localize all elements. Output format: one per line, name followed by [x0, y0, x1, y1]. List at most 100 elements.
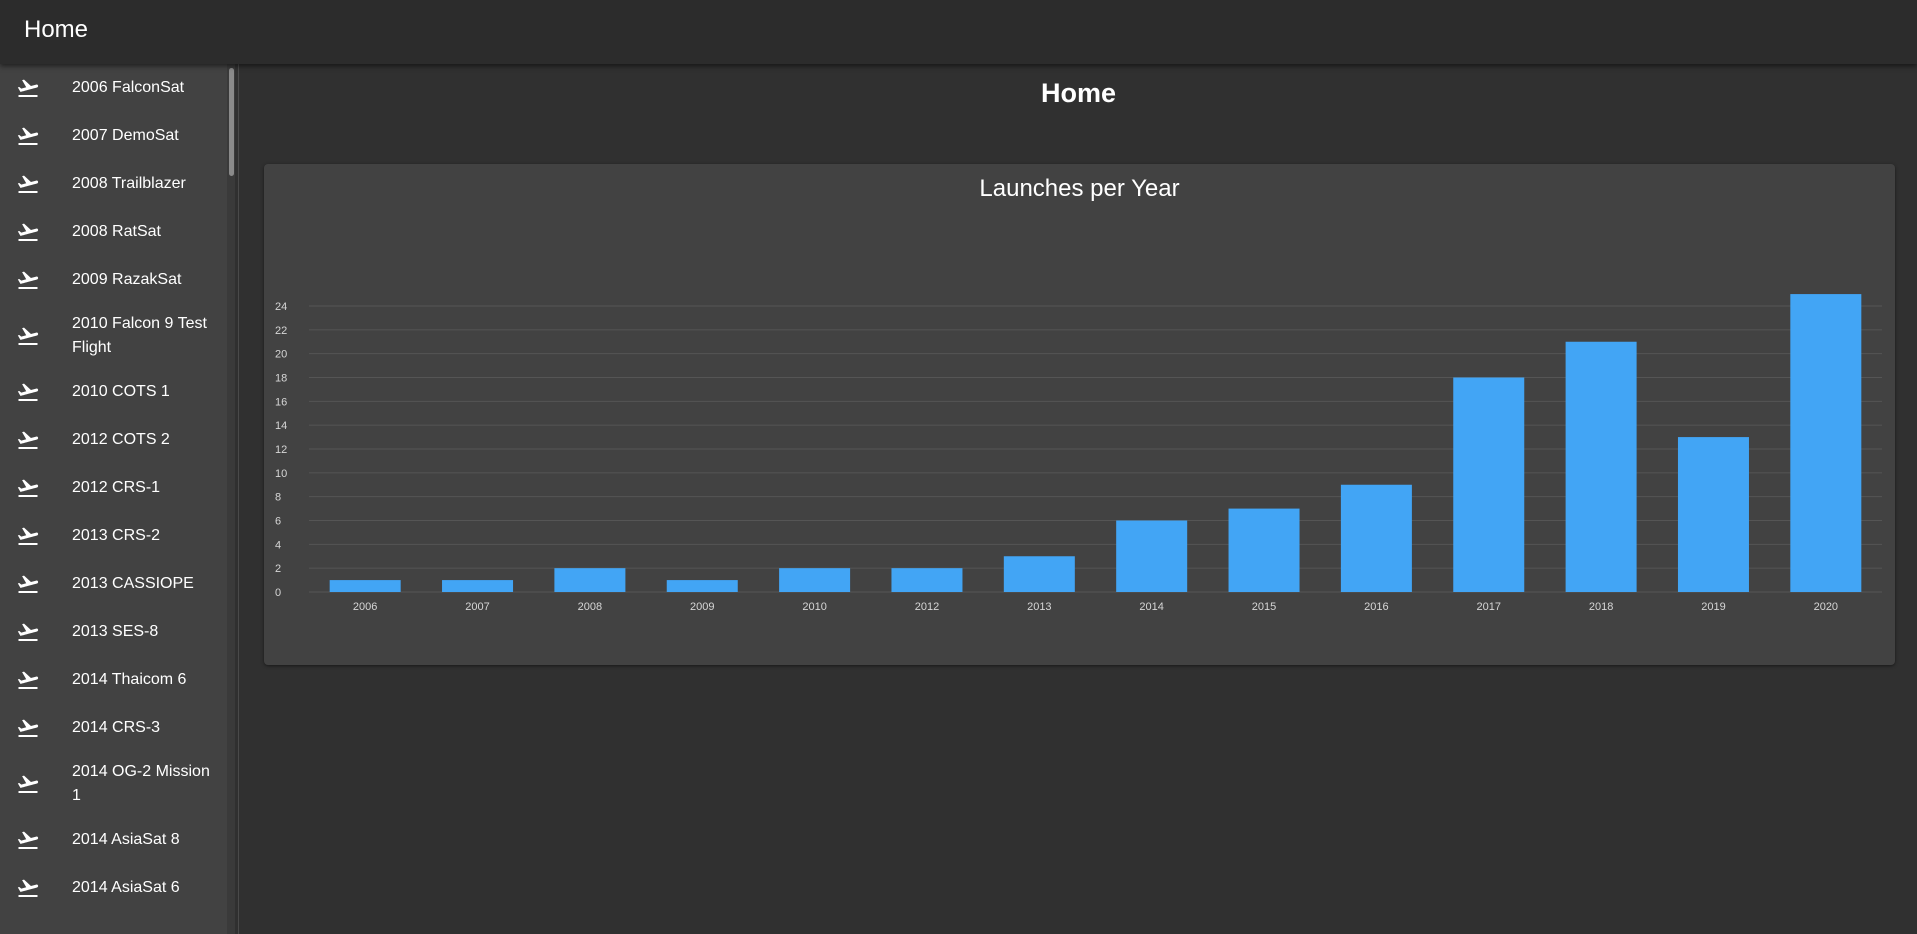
flight-takeoff-icon [16, 772, 40, 796]
y-tick-label: 12 [275, 444, 287, 456]
flight-takeoff-icon [16, 620, 40, 644]
y-tick-label: 20 [275, 349, 287, 361]
sidebar-item-label: 2008 RatSat [72, 223, 161, 240]
flight-takeoff-icon [16, 876, 40, 900]
sidebar-item-label: 2013 SES-8 [72, 623, 159, 640]
flight-takeoff-icon [16, 324, 40, 348]
app-bar: Home [0, 0, 1917, 64]
sidebar-item-label: 2014 Thaicom 6 [72, 671, 187, 688]
bar-2010[interactable] [779, 568, 851, 592]
sidebar-item-label: 2014 OG-2 Mission 1 [72, 763, 210, 804]
sidebar-item-launch[interactable]: 2012 COTS 2 [0, 416, 227, 464]
sidebar-item-label: 2014 AsiaSat 6 [72, 879, 180, 896]
bar-2019[interactable] [1677, 437, 1749, 592]
page-title: Home [1040, 78, 1116, 108]
bar-2015[interactable] [1228, 508, 1300, 592]
sidebar-item-launch[interactable]: 2013 CASSIOPE [0, 560, 227, 608]
sidebar: 2006 FalconSat 2007 DemoSat 2008 Trailblaz… [0, 64, 240, 934]
sidebar-item-label: 2010 Falcon 9 Test Flight [72, 315, 207, 356]
flight-takeoff-icon [16, 124, 40, 148]
sidebar-item-launch[interactable]: 2010 COTS 1 [0, 368, 227, 416]
bar-2008[interactable] [554, 568, 626, 592]
x-tick-label: 2016 [1364, 601, 1388, 613]
x-tick-label: 2015 [1252, 601, 1276, 613]
sidebar-item-label: 2014 AsiaSat 8 [72, 831, 180, 848]
bar-2006[interactable] [329, 580, 401, 592]
x-tick-label: 2017 [1477, 601, 1501, 613]
sidebar-scrollbar[interactable] [227, 64, 235, 934]
y-tick-label: 14 [275, 420, 287, 432]
sidebar-item-launch[interactable]: 2008 RatSat [0, 208, 227, 256]
bar-2012[interactable] [891, 568, 963, 592]
bar-2013[interactable] [1003, 556, 1075, 592]
y-tick-label: 10 [275, 468, 287, 480]
sidebar-item-launch[interactable]: 2014 Thaicom 6 [0, 656, 227, 704]
y-tick-label: 0 [275, 587, 281, 599]
bar-2018[interactable] [1565, 341, 1637, 592]
sidebar-item-label: 2007 DemoSat [72, 127, 179, 144]
sidebar-item-label: 2012 COTS 2 [72, 431, 170, 448]
flight-takeoff-icon [16, 268, 40, 292]
x-tick-label: 2008 [578, 601, 602, 613]
sidebar-item-launch[interactable]: 2012 CRS-1 [0, 464, 227, 512]
sidebar-item-launch[interactable]: 2014 CRS-3 [0, 704, 227, 752]
sidebar-item-launch[interactable]: 2014 AsiaSat 8 [0, 816, 227, 864]
main-content: Home Launches per Year 0 2 4 6 8 10 12 14 16 18 20… [240, 64, 1917, 934]
x-tick-label: 2012 [915, 601, 939, 613]
sidebar-item-label: 2013 CRS-2 [72, 527, 161, 544]
bar-2016[interactable] [1340, 484, 1412, 592]
sidebar-item-label: 2014 CRS-3 [72, 719, 161, 736]
flight-takeoff-icon [16, 380, 40, 404]
sidebar-item-launch[interactable]: 2014 AsiaSat 6 [0, 864, 227, 912]
x-tick-label: 2009 [690, 601, 714, 613]
flight-takeoff-icon [16, 220, 40, 244]
bar-2007[interactable] [442, 580, 514, 592]
flight-takeoff-icon [16, 828, 40, 852]
flight-takeoff-icon [16, 172, 40, 196]
bar-2017[interactable] [1453, 377, 1525, 593]
sidebar-item-launch[interactable]: 2007 DemoSat [0, 112, 227, 160]
flight-takeoff-icon [16, 524, 40, 548]
bar-2009[interactable] [666, 580, 738, 592]
y-tick-label: 4 [275, 539, 281, 551]
x-tick-label: 2020 [1814, 601, 1838, 613]
flight-takeoff-icon [16, 76, 40, 100]
flight-takeoff-icon [16, 428, 40, 452]
x-tick-label: 2014 [1139, 601, 1163, 613]
sidebar-item-launch[interactable]: 2006 FalconSat [0, 64, 227, 112]
y-tick-label: 2 [275, 563, 281, 575]
y-tick-label: 6 [275, 516, 281, 528]
x-tick-label: 2019 [1701, 601, 1725, 613]
bar-2014[interactable] [1116, 520, 1188, 593]
y-tick-label: 8 [275, 492, 281, 504]
sidebar-item-label: 2013 CASSIOPE [72, 575, 194, 592]
sidebar-item-launch[interactable]: 2008 Trailblazer [0, 160, 227, 208]
y-tick-label: 18 [275, 373, 287, 385]
sidebar-item-label: 2008 Trailblazer [72, 175, 186, 192]
sidebar-item-label: 2006 FalconSat [72, 79, 185, 96]
sidebar-divider [238, 64, 239, 934]
y-tick-label: 16 [275, 396, 287, 408]
chart-card: Launches per Year 0 2 4 6 8 10 12 14 16 18 20 22 24 2… [264, 164, 1895, 665]
x-tick-label: 2018 [1589, 601, 1613, 613]
sidebar-item-label: 2009 RazakSat [72, 271, 182, 288]
sidebar-item-launch[interactable]: 2014 OG-2 Mission 1 [0, 752, 227, 816]
x-tick-label: 2007 [465, 601, 489, 613]
x-tick-label: 2006 [353, 601, 377, 613]
sidebar-item-launch[interactable]: 2013 SES-8 [0, 608, 227, 656]
x-tick-label: 2010 [802, 601, 826, 613]
sidebar-item-label: 2012 CRS-1 [72, 479, 161, 496]
y-tick-label: 24 [275, 301, 287, 313]
sidebar-item-launch[interactable]: 2010 Falcon 9 Test Flight [0, 304, 227, 368]
x-tick-label: 2013 [1027, 601, 1051, 613]
app-bar-title: Home [24, 16, 89, 43]
bar-2020[interactable] [1790, 294, 1862, 592]
y-tick-label: 22 [275, 325, 287, 337]
sidebar-item-launch[interactable]: 2013 CRS-2 [0, 512, 227, 560]
sidebar-item-launch[interactable]: 2009 RazakSat [0, 256, 227, 304]
flight-takeoff-icon [16, 572, 40, 596]
flight-takeoff-icon [16, 716, 40, 740]
chart-title: Launches per Year [979, 175, 1180, 202]
sidebar-scrollbar-thumb[interactable] [229, 68, 234, 176]
